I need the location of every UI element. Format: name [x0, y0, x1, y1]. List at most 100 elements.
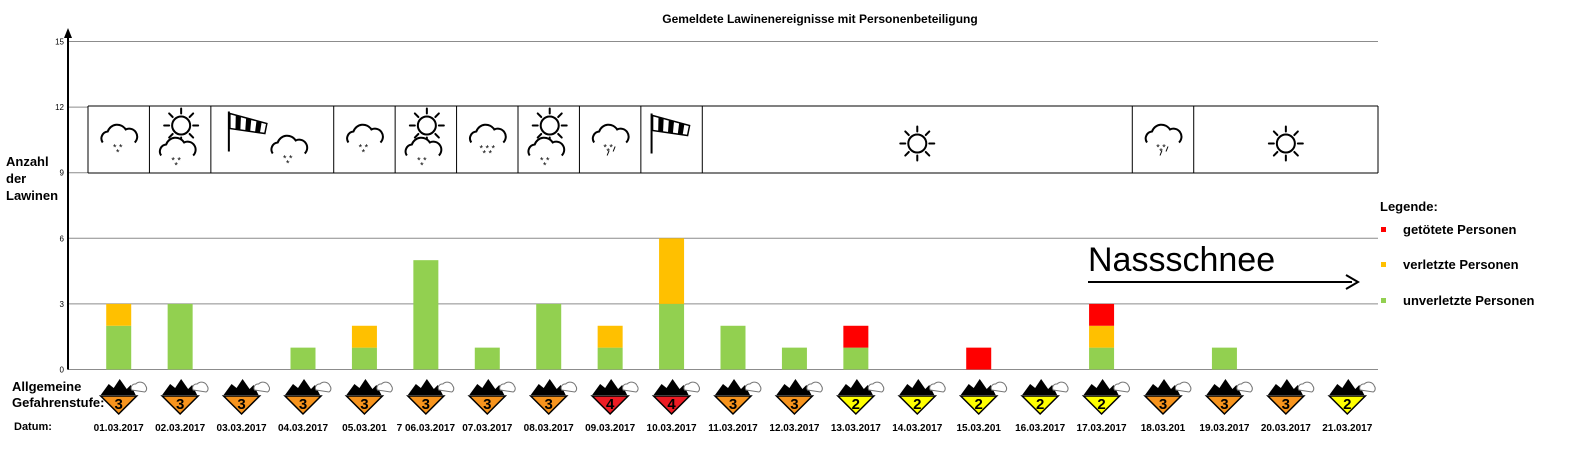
date-tick-label: 7 06.03.2017: [397, 423, 456, 434]
legend-swatch-killed: [1381, 227, 1386, 232]
danger-level-icon: 2: [1020, 379, 1069, 416]
right-arrow-icon: [1088, 274, 1360, 290]
danger-level-number: 3: [360, 396, 368, 413]
danger-level-icon: 3: [160, 379, 209, 416]
svg-text:*: *: [286, 159, 290, 169]
danger-level-icon: 3: [221, 379, 271, 416]
date-tick-label: 03.03.2017: [217, 423, 267, 434]
cloud-snow-icon: * **: [100, 123, 139, 158]
legend-label-uninjured: unverletzte Personen: [1403, 293, 1535, 308]
danger-level-icon: 2: [1327, 379, 1376, 416]
windsock-icon: [650, 113, 691, 154]
weather-cell: * **: [87, 106, 139, 173]
cloud-snow-icon: * **: [527, 136, 566, 171]
bar-segment: [781, 347, 807, 370]
danger-level-number: 3: [299, 396, 307, 413]
weather-cell: * **: [333, 106, 384, 173]
svg-text:*: *: [540, 156, 544, 166]
cloud-sleet-icon: * **: [591, 123, 630, 157]
svg-text:*: *: [365, 143, 369, 153]
danger-level-icon: 3: [1143, 379, 1192, 416]
bar-segment: [413, 260, 439, 370]
bar-segment: [474, 347, 500, 370]
sun-icon: [899, 125, 936, 162]
danger-level-label: Allgemeine Gefahrenstufe:: [12, 379, 105, 410]
danger-level-number: 3: [237, 396, 245, 413]
date-tick-label: 13.03.2017: [831, 423, 881, 434]
date-tick-label: 21.03.2017: [1322, 423, 1372, 434]
danger-row: 3 3 3 3 3 3 3 3 4 4 3 3 2 2 2 2 2 3 3 3 2: [98, 379, 1376, 416]
cloud-snow-icon: * **: [270, 134, 309, 169]
cloud-snow-icon: * **: [158, 136, 197, 171]
date-tick-label: 16.03.2017: [1015, 423, 1065, 434]
danger-level-icon: 3: [344, 379, 393, 416]
date-tick-label: 20.03.2017: [1261, 423, 1311, 434]
svg-text:*: *: [417, 156, 421, 166]
date-labels: 01.03.2017 02.03.2017 03.03.2017 04.03.2017…: [94, 423, 1373, 434]
y-tick-label: 0: [60, 366, 65, 375]
danger-level-number: 2: [975, 396, 983, 413]
svg-text:*: *: [174, 161, 178, 171]
svg-text:*: *: [483, 149, 487, 159]
danger-level-icon: 2: [1081, 379, 1131, 416]
date-tick-label: 12.03.2017: [769, 423, 819, 434]
danger-level-number: 3: [545, 396, 553, 413]
bar-segment: [290, 347, 316, 370]
svg-text:*: *: [423, 156, 427, 166]
svg-text:*: *: [289, 154, 293, 164]
svg-text:*: *: [171, 156, 175, 166]
danger-level-icon: 4: [651, 379, 701, 416]
weather-cell: [640, 106, 691, 173]
cloud-heavy-snow-icon: * * ** *: [469, 123, 507, 159]
bar-segment: [1211, 347, 1237, 370]
y-tick-label: 9: [60, 169, 65, 178]
bar-segment: [597, 347, 623, 370]
weather-cell: * * ** *: [456, 106, 507, 173]
weather-cell: [701, 106, 936, 173]
weather-cell: * **: [210, 106, 309, 173]
legend-label-injured: verletzte Personen: [1403, 257, 1519, 272]
cloud-sleet-icon: * **: [1144, 123, 1183, 157]
bar-segment: [659, 238, 685, 304]
date-tick-label: 14.03.2017: [892, 423, 942, 434]
danger-level-number: 3: [1220, 396, 1228, 413]
cloud-snow-icon: * **: [404, 136, 443, 171]
bar-segment: [106, 325, 132, 370]
date-tick-label: 02.03.2017: [155, 423, 205, 434]
bar-segment: [1089, 347, 1115, 370]
date-tick-label: 04.03.2017: [278, 423, 328, 434]
sun-icon: [408, 107, 445, 144]
danger-level-number: 2: [1036, 396, 1044, 413]
danger-level-icon: 3: [406, 379, 455, 416]
y-axis-label: Anzahl der Lawinen: [6, 154, 59, 203]
date-tick-label: 08.03.2017: [524, 423, 574, 434]
legend-swatch-uninjured: [1381, 298, 1386, 303]
y-axis: 0 3 6 9 12 15: [55, 28, 72, 375]
y-tick-label: 6: [60, 234, 65, 243]
chart-title: Gemeldete Lawinenereignisse mit Personen…: [662, 12, 978, 26]
danger-level-icon: 2: [897, 379, 946, 416]
bar-segment: [659, 303, 685, 370]
weather-cell: * **: [517, 106, 568, 173]
svg-text:*: *: [489, 149, 493, 159]
svg-text:*: *: [359, 143, 363, 153]
svg-text:*: *: [492, 144, 496, 154]
svg-text:*: *: [119, 143, 123, 153]
annotation: [1088, 274, 1360, 290]
bar-segment: [167, 303, 193, 370]
danger-level-icon: 3: [1204, 379, 1253, 416]
date-tick-label: 17.03.2017: [1077, 423, 1127, 434]
danger-level-icon: 4: [590, 379, 639, 416]
weather-row: * *** *** *** *** *** * ** ** *** ** * **: [87, 105, 1379, 174]
danger-level-icon: 2: [836, 379, 885, 416]
danger-level-icon: 3: [283, 379, 332, 416]
danger-level-number: 3: [1282, 396, 1290, 413]
bar-segment: [843, 347, 869, 370]
bar-segment: [966, 347, 992, 370]
bar-segment: [720, 325, 746, 370]
svg-text:*: *: [362, 148, 366, 158]
danger-level-number: 4: [606, 396, 615, 413]
date-tick-label: 18.03.201: [1141, 423, 1186, 434]
date-tick-label: 15.03.201: [956, 423, 1001, 434]
legend-title: Legende:: [1380, 199, 1438, 214]
